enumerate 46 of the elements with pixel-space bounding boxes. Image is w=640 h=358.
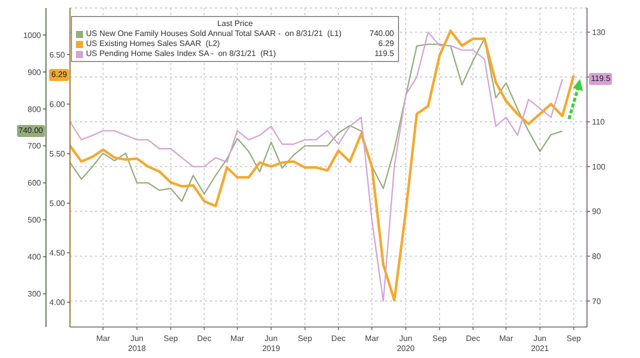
y-tick-label: 900 [28, 68, 42, 77]
y-tick-label: 700 [28, 142, 42, 151]
y3-tick-label: 6.00 [49, 100, 66, 109]
y-tick-label: 400 [28, 252, 42, 262]
x-tick-label: Mar [499, 334, 514, 343]
y2-tick-label: 90 [592, 207, 602, 216]
x-tick-label: Sep [566, 334, 582, 343]
y3-tick-label: 5.50 [49, 149, 66, 158]
y-tick-label: 600 [28, 178, 42, 188]
annotation: 119.5 [374, 49, 394, 59]
legend-title: Last Price [216, 19, 254, 29]
annotation: 740.00 [370, 29, 394, 39]
x-tick-label: Sep [164, 334, 178, 343]
x-tick-label: Dec [331, 334, 346, 343]
text: 740.00 [18, 126, 43, 136]
text: 6.29 [51, 70, 67, 80]
y-tick-label: 800 [28, 104, 42, 114]
x-tick-label: Sep [298, 334, 313, 343]
y-tick-label: 1000 [23, 30, 42, 40]
y3-tick-label: 4.00 [49, 298, 66, 308]
x-tick-label: Jun 2020 [396, 334, 416, 353]
y3-tick-label: 5.00 [49, 199, 66, 208]
legend-label: US Pending Home Sales Index SA - on 8/31/21 (R1) [86, 49, 277, 59]
x-tick-label: Dec [466, 334, 480, 343]
y2-tick-label: 110 [592, 118, 606, 127]
y3-tick-label: 6.50 [49, 50, 66, 60]
annotation: 6.29 [378, 39, 394, 49]
y2-tick-label: 100 [592, 162, 606, 172]
x-tick-label: Dec [197, 334, 212, 343]
y2-tick-label: 80 [592, 252, 602, 262]
legend-label: US Existing Homes Sales SAAR (L2) [86, 39, 221, 49]
y-tick-label: 500 [28, 216, 42, 225]
y-tick-label: 300 [28, 290, 42, 299]
line-series [70, 38, 564, 202]
text: 119.5 [591, 74, 610, 84]
x-tick-label: Mar [96, 334, 110, 343]
legend-label: US New One Family Houses Sold Annual Total SAAR - on 8/31/21 (L1) [86, 29, 343, 39]
x-tick-label: Jun 2018 [128, 334, 146, 353]
x-tick-label: Mar [230, 334, 245, 343]
x-tick-label: Mar [365, 334, 380, 343]
y3-tick-label: 4.50 [49, 248, 66, 258]
x-tick-label: Jun 2019 [262, 334, 281, 353]
x-tick-label: Jun 2021 [531, 334, 550, 353]
x-tick-label: Sep [432, 334, 448, 343]
y2-tick-label: 130 [592, 28, 606, 38]
y2-tick-label: 70 [592, 296, 602, 306]
